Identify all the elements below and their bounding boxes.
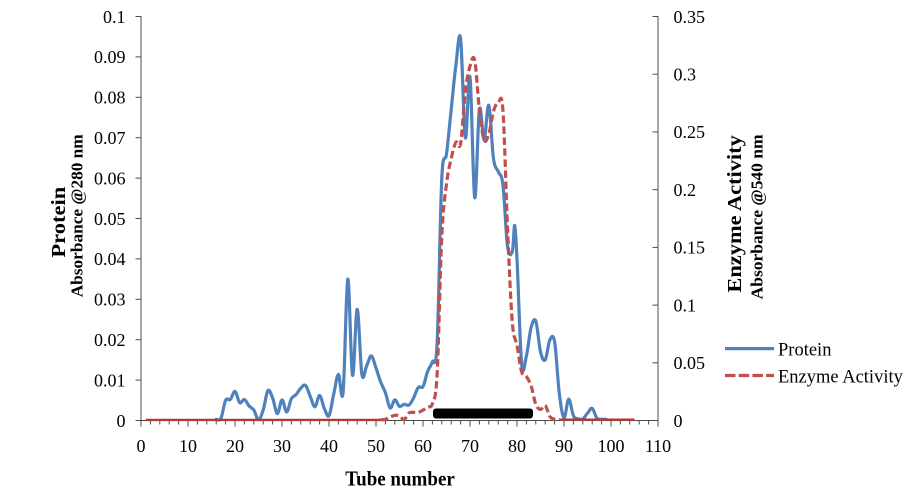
svg-text:100: 100: [598, 436, 625, 456]
svg-text:30: 30: [273, 436, 291, 456]
svg-text:0.05: 0.05: [94, 209, 126, 229]
svg-text:Protein: Protein: [48, 187, 70, 258]
svg-text:Enzyme Activity: Enzyme Activity: [778, 368, 904, 388]
svg-text:110: 110: [645, 436, 671, 456]
svg-text:Enzyme Activity: Enzyme Activity: [724, 135, 746, 293]
svg-text:80: 80: [508, 436, 526, 456]
svg-text:0.07: 0.07: [94, 128, 126, 148]
svg-text:0.15: 0.15: [674, 238, 706, 258]
svg-text:0.3: 0.3: [674, 65, 697, 85]
svg-text:0.06: 0.06: [94, 168, 126, 188]
svg-text:Tube number: Tube number: [345, 467, 455, 490]
svg-text:0.02: 0.02: [94, 330, 126, 350]
svg-text:60: 60: [414, 436, 432, 456]
svg-text:0.05: 0.05: [674, 353, 706, 373]
svg-text:0.25: 0.25: [674, 122, 706, 142]
svg-text:0: 0: [117, 411, 126, 431]
svg-text:0.03: 0.03: [94, 290, 126, 310]
svg-text:Protein: Protein: [778, 341, 831, 361]
svg-text:Absorbance @280 nm: Absorbance @280 nm: [67, 134, 86, 297]
svg-text:0.08: 0.08: [94, 88, 126, 108]
svg-text:Absorbance @540 nm: Absorbance @540 nm: [747, 134, 766, 299]
svg-text:0.1: 0.1: [103, 7, 126, 27]
svg-text:0: 0: [137, 436, 146, 456]
svg-text:0.35: 0.35: [674, 7, 706, 27]
svg-text:0: 0: [674, 411, 683, 431]
svg-text:0.09: 0.09: [94, 47, 126, 67]
svg-text:0.04: 0.04: [94, 249, 126, 269]
svg-text:0.01: 0.01: [94, 370, 126, 390]
svg-text:40: 40: [320, 436, 338, 456]
svg-text:20: 20: [226, 436, 244, 456]
svg-text:50: 50: [367, 436, 385, 456]
svg-text:90: 90: [555, 436, 573, 456]
svg-text:70: 70: [461, 436, 479, 456]
svg-text:10: 10: [179, 436, 197, 456]
svg-text:0.1: 0.1: [674, 295, 697, 315]
svg-text:0.2: 0.2: [674, 180, 697, 200]
